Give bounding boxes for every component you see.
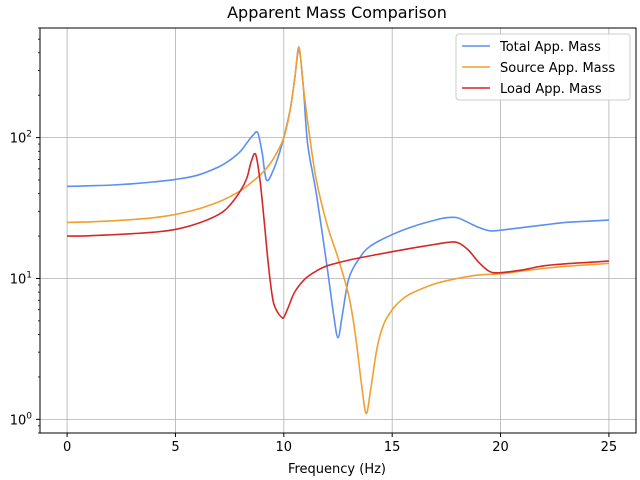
y-axis-ticks: 100 101 102 bbox=[10, 27, 40, 434]
x-tick-label: 20 bbox=[492, 440, 509, 455]
legend-box bbox=[455, 33, 631, 101]
x-tick-label: 10 bbox=[276, 440, 293, 455]
series-line-1 bbox=[67, 46, 609, 415]
plot-area-frame bbox=[39, 27, 637, 434]
x-tick-label: 5 bbox=[171, 440, 179, 455]
x-tick-label: 15 bbox=[384, 440, 401, 455]
legend-label: Load App. Mass bbox=[500, 82, 602, 97]
legend-label: Total App. Mass bbox=[499, 40, 601, 55]
y-tick-label: 101 bbox=[10, 270, 32, 287]
y-tick-label: 102 bbox=[10, 130, 32, 147]
legend: Total App. Mass Source App. Mass Load App.… bbox=[455, 33, 631, 101]
x-tick-label: 0 bbox=[63, 440, 71, 455]
x-axis-label: Frequency (Hz) bbox=[288, 462, 386, 477]
x-axis-ticks: 0 5 10 15 20 25 bbox=[63, 433, 617, 455]
chart-title: Apparent Mass Comparison bbox=[227, 3, 447, 22]
series-line-2 bbox=[67, 152, 609, 320]
legend-label: Source App. Mass bbox=[500, 61, 615, 76]
series-line-0 bbox=[67, 49, 609, 339]
y-tick-label: 100 bbox=[10, 411, 33, 428]
series-lines bbox=[67, 46, 609, 415]
x-tick-label: 25 bbox=[601, 440, 618, 455]
grid bbox=[40, 28, 636, 433]
